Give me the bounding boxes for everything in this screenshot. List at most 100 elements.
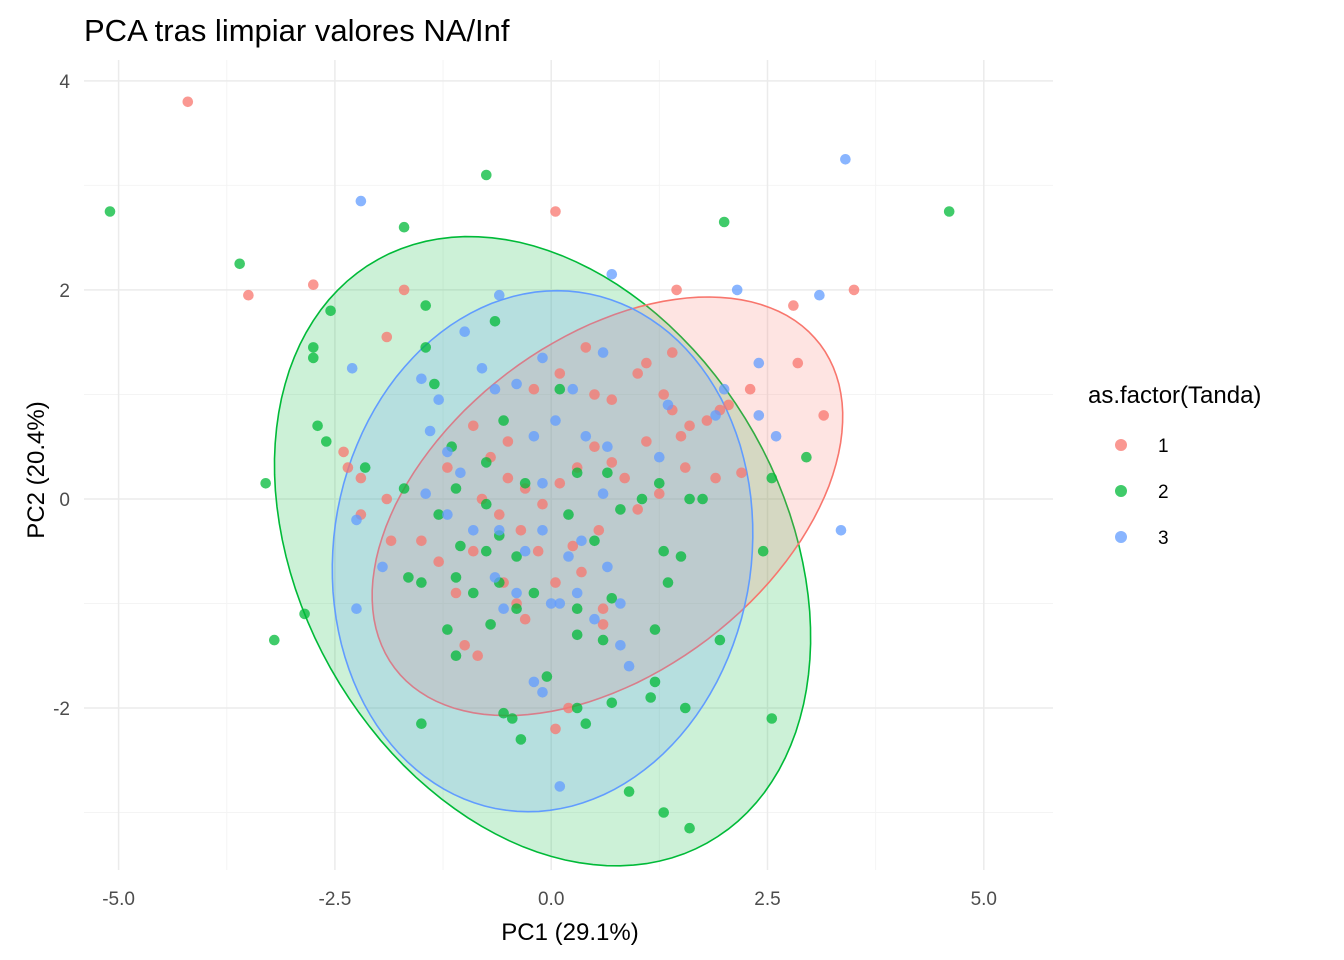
y-axis-tick-labels: -2 0 2 4 [53,72,70,720]
point-tanda-2 [623,786,635,797]
point-tanda-1 [472,650,484,661]
point-tanda-2 [801,451,812,463]
point-tanda-2 [943,206,955,217]
point-tanda-1 [654,488,665,500]
point-tanda-1 [744,383,756,395]
point-tanda-3 [433,394,445,406]
point-tanda-1 [450,587,462,599]
point-tanda-3 [554,781,566,792]
point-tanda-1 [519,613,531,625]
point-tanda-3 [424,425,436,437]
confidence-ellipses [273,235,844,867]
y-tick-label: 2 [59,281,70,302]
point-tanda-1 [701,415,713,426]
point-tanda-1 [632,368,643,379]
point-tanda-3 [602,441,613,453]
point-tanda-3 [770,431,782,442]
point-tanda-3 [731,284,743,296]
point-tanda-2 [398,221,410,233]
point-tanda-1 [494,509,505,520]
y-tick-label: 4 [59,72,70,93]
point-tanda-3 [571,587,583,599]
point-tanda-1 [398,284,410,296]
point-tanda-3 [528,676,540,688]
point-tanda-1 [502,436,514,447]
point-tanda-2 [571,629,583,641]
point-tanda-2 [662,577,674,588]
point-tanda-2 [308,342,319,353]
point-tanda-2 [606,593,618,604]
point-tanda-3 [597,347,609,358]
point-tanda-2 [766,472,778,484]
point-tanda-3 [814,289,825,301]
point-tanda-1 [550,577,561,588]
point-tanda-3 [835,525,847,536]
point-tanda-3 [567,383,579,395]
point-tanda-2 [519,478,531,489]
point-tanda-3 [550,415,561,426]
point-tanda-2 [680,702,691,714]
point-tanda-1 [671,284,682,296]
point-tanda-1 [723,399,734,411]
point-tanda-1 [502,472,514,484]
point-tanda-1 [597,619,609,630]
x-axis-tick-labels: -5.0 -2.5 0.0 2.5 5.0 [102,889,997,910]
point-tanda-2 [554,383,566,395]
point-tanda-2 [615,504,626,515]
point-tanda-2 [481,498,492,510]
point-tanda-2 [597,634,609,646]
point-tanda-2 [485,619,496,630]
data-points [104,96,955,834]
point-tanda-1 [468,545,479,557]
point-tanda-1 [554,478,566,489]
point-tanda-2 [420,300,432,311]
x-tick-label: -5.0 [102,889,135,910]
point-tanda-2 [649,676,661,688]
y-tick-label: 0 [59,490,70,511]
point-tanda-1 [468,420,479,432]
point-tanda-3 [580,431,592,442]
point-tanda-2 [571,603,583,614]
point-tanda-2 [321,436,332,447]
point-tanda-2 [269,634,280,646]
point-tanda-3 [498,603,509,614]
point-tanda-3 [554,598,566,609]
point-tanda-3 [576,535,587,547]
point-tanda-1 [680,462,691,473]
point-tanda-3 [528,431,540,442]
point-tanda-1 [532,545,544,557]
point-tanda-1 [597,603,609,614]
point-tanda-1 [667,347,678,358]
legend-key-2 [1115,485,1127,497]
point-tanda-3 [519,545,531,557]
point-tanda-1 [385,535,397,547]
point-tanda-2 [416,577,427,588]
point-tanda-3 [718,383,730,395]
point-tanda-2 [649,624,661,635]
point-tanda-3 [489,572,501,583]
point-tanda-3 [442,509,453,520]
point-tanda-2 [658,807,669,818]
point-tanda-2 [636,493,648,505]
point-tanda-2 [571,702,583,714]
point-tanda-2 [645,692,656,703]
point-tanda-1 [818,410,829,421]
point-tanda-1 [550,206,561,217]
point-tanda-2 [602,467,613,479]
point-tanda-3 [623,660,635,672]
point-tanda-2 [104,206,116,217]
legend-label-2: 2 [1158,482,1169,503]
point-tanda-1 [381,331,393,343]
point-tanda-3 [753,410,765,421]
x-tick-label: 5.0 [971,889,997,910]
point-tanda-2 [489,316,501,327]
x-tick-label: 2.5 [754,889,780,910]
point-tanda-2 [450,572,462,583]
point-tanda-2 [684,822,695,834]
point-tanda-2 [606,697,618,709]
point-tanda-3 [662,399,674,411]
point-tanda-1 [433,556,445,567]
legend-title: as.factor(Tanda) [1088,382,1261,409]
point-tanda-3 [654,451,665,463]
point-tanda-3 [476,363,488,374]
